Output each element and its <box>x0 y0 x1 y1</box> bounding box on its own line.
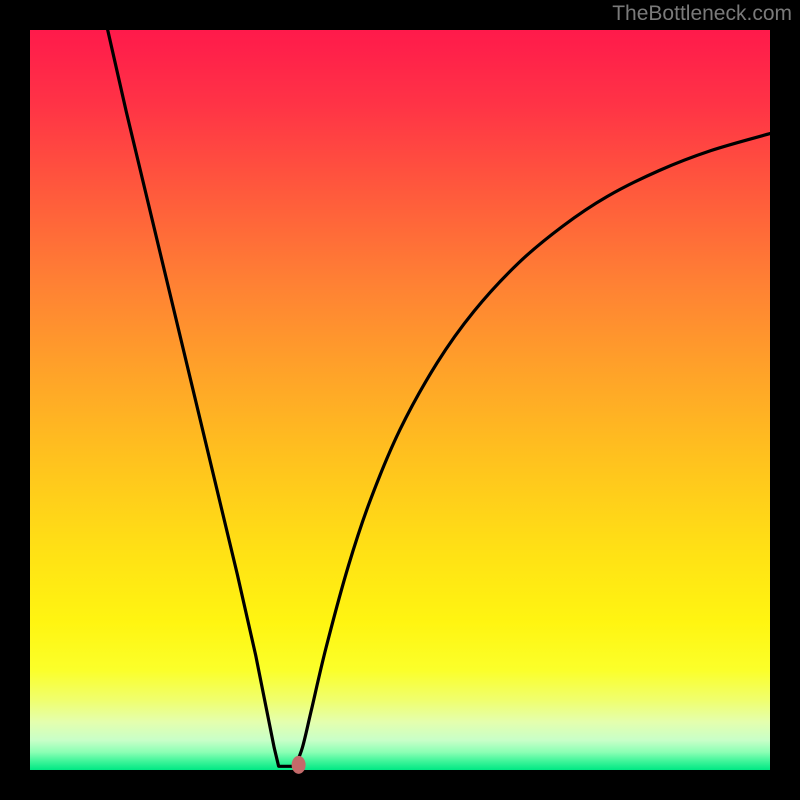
chart-gradient-background <box>30 30 770 770</box>
bottleneck-chart <box>0 0 800 800</box>
chart-container: TheBottleneck.com <box>0 0 800 800</box>
optimal-point-marker <box>292 756 306 774</box>
watermark-text: TheBottleneck.com <box>612 2 792 26</box>
